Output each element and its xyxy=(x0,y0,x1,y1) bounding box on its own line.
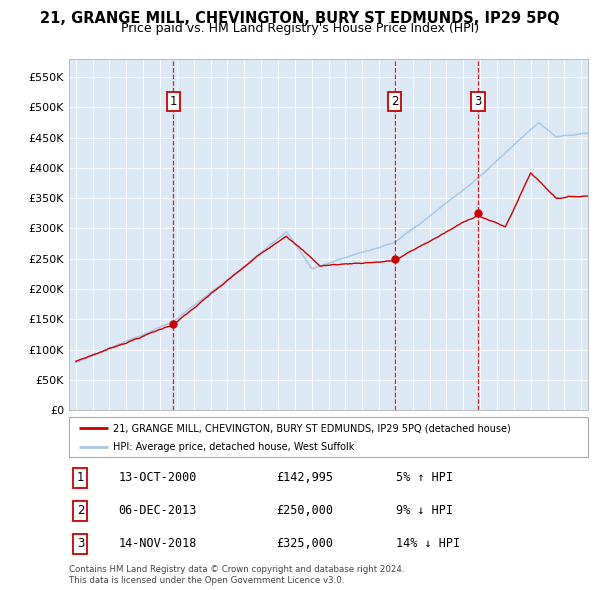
Text: 14-NOV-2018: 14-NOV-2018 xyxy=(118,537,197,550)
Text: Price paid vs. HM Land Registry's House Price Index (HPI): Price paid vs. HM Land Registry's House … xyxy=(121,22,479,35)
Text: HPI: Average price, detached house, West Suffolk: HPI: Average price, detached house, West… xyxy=(113,442,355,452)
Text: 5% ↑ HPI: 5% ↑ HPI xyxy=(396,471,453,484)
Text: 14% ↓ HPI: 14% ↓ HPI xyxy=(396,537,460,550)
Text: £142,995: £142,995 xyxy=(277,471,334,484)
Text: 21, GRANGE MILL, CHEVINGTON, BURY ST EDMUNDS, IP29 5PQ: 21, GRANGE MILL, CHEVINGTON, BURY ST EDM… xyxy=(40,11,560,25)
Text: £325,000: £325,000 xyxy=(277,537,334,550)
Text: 3: 3 xyxy=(474,95,482,108)
Text: 2: 2 xyxy=(77,504,84,517)
Text: £250,000: £250,000 xyxy=(277,504,334,517)
Text: 21, GRANGE MILL, CHEVINGTON, BURY ST EDMUNDS, IP29 5PQ (detached house): 21, GRANGE MILL, CHEVINGTON, BURY ST EDM… xyxy=(113,424,511,434)
Text: This data is licensed under the Open Government Licence v3.0.: This data is licensed under the Open Gov… xyxy=(69,576,344,585)
FancyBboxPatch shape xyxy=(69,417,588,457)
Text: 1: 1 xyxy=(170,95,177,108)
Text: 2: 2 xyxy=(391,95,398,108)
Text: 13-OCT-2000: 13-OCT-2000 xyxy=(118,471,197,484)
Text: Contains HM Land Registry data © Crown copyright and database right 2024.: Contains HM Land Registry data © Crown c… xyxy=(69,565,404,574)
Text: 06-DEC-2013: 06-DEC-2013 xyxy=(118,504,197,517)
Text: 9% ↓ HPI: 9% ↓ HPI xyxy=(396,504,453,517)
Text: 1: 1 xyxy=(77,471,84,484)
Text: 3: 3 xyxy=(77,537,84,550)
